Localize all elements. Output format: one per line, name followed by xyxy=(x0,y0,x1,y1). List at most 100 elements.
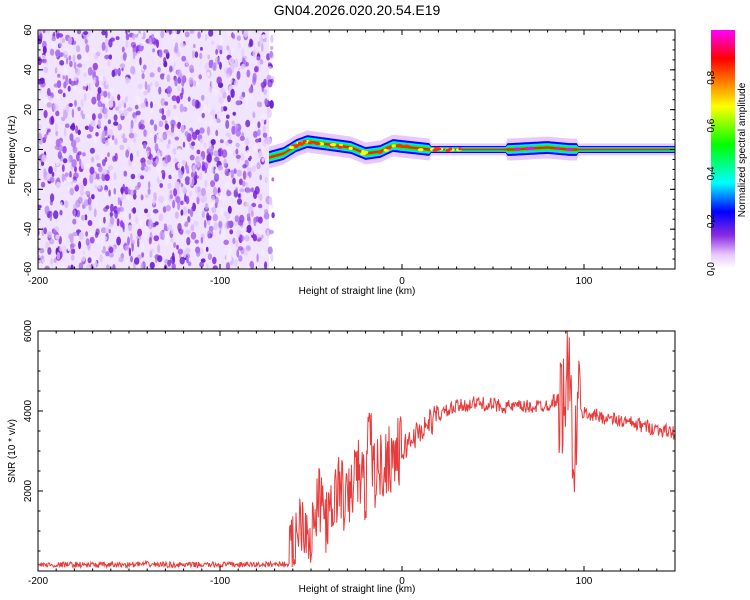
noise-speckle xyxy=(170,237,174,243)
noise-speckle xyxy=(137,181,142,188)
noise-speckle xyxy=(67,85,71,92)
noise-speckle xyxy=(164,155,170,164)
noise-speckle xyxy=(206,215,212,221)
noise-speckle xyxy=(245,265,251,269)
noise-speckle xyxy=(156,39,159,48)
noise-speckle xyxy=(92,113,96,121)
noise-speckle xyxy=(82,85,87,90)
noise-speckle xyxy=(147,188,151,195)
noise-speckle xyxy=(43,110,48,119)
noise-speckle xyxy=(109,87,115,94)
noise-speckle xyxy=(248,216,252,226)
noise-speckle xyxy=(84,38,88,45)
noise-speckle xyxy=(74,99,77,107)
noise-speckle xyxy=(232,111,236,116)
noise-speckle xyxy=(171,59,175,67)
noise-speckle xyxy=(251,202,257,208)
noise-speckle xyxy=(63,109,68,119)
noise-speckle xyxy=(140,194,144,201)
noise-speckle xyxy=(179,42,186,48)
noise-speckle xyxy=(160,98,166,106)
noise-speckle xyxy=(219,115,223,121)
noise-speckle xyxy=(55,160,60,167)
noise-speckle xyxy=(95,132,99,137)
noise-speckle xyxy=(258,150,263,159)
noise-speckle xyxy=(171,95,177,102)
noise-speckle xyxy=(44,265,50,269)
noise-speckle xyxy=(237,198,242,205)
noise-speckle xyxy=(233,258,238,267)
noise-speckle xyxy=(82,204,85,209)
snr-ylabel: SNR (10 * v/v) xyxy=(7,419,18,483)
y-tick-label: -60 xyxy=(23,261,34,276)
noise-speckle xyxy=(172,30,178,36)
noise-speckle xyxy=(173,157,178,164)
noise-speckle xyxy=(243,248,248,256)
noise-speckle xyxy=(180,209,184,216)
noise-speckle xyxy=(114,210,118,219)
noise-speckle xyxy=(215,118,221,124)
noise-speckle xyxy=(130,136,134,145)
noise-speckle xyxy=(179,236,185,242)
noise-speckle xyxy=(51,115,54,125)
noise-speckle xyxy=(124,245,130,251)
noise-speckle xyxy=(264,176,268,184)
noise-speckle xyxy=(261,157,265,162)
noise-speckle xyxy=(69,125,75,130)
noise-speckle xyxy=(157,255,163,263)
noise-speckle xyxy=(101,249,106,254)
noise-speckle xyxy=(64,172,69,177)
noise-speckle xyxy=(226,73,231,78)
noise-speckle xyxy=(114,138,118,146)
noise-speckle xyxy=(219,174,222,179)
noise-speckle xyxy=(206,153,212,163)
noise-speckle xyxy=(135,215,139,225)
noise-speckle xyxy=(180,200,184,206)
noise-speckle xyxy=(168,174,172,180)
noise-speckle xyxy=(230,47,235,57)
noise-speckle xyxy=(204,62,210,72)
noise-speckle xyxy=(95,228,100,236)
noise-speckle xyxy=(125,76,129,84)
noise-speckle xyxy=(199,52,203,60)
noise-speckle xyxy=(126,107,133,112)
noise-speckle xyxy=(184,193,187,203)
noise-speckle xyxy=(104,54,110,60)
noise-speckle xyxy=(51,40,56,50)
noise-speckle xyxy=(132,32,136,41)
noise-speckle xyxy=(82,177,88,187)
noise-speckle xyxy=(114,231,120,237)
noise-speckle xyxy=(110,203,114,212)
noise-speckle xyxy=(257,60,261,66)
noise-speckle xyxy=(104,174,110,181)
noise-speckle xyxy=(245,119,251,128)
noise-speckle xyxy=(176,244,179,250)
noise-speckle xyxy=(78,262,84,269)
noise-speckle xyxy=(251,165,257,173)
noise-speckle xyxy=(185,253,191,259)
trace-core xyxy=(269,140,675,159)
noise-speckle xyxy=(68,103,73,107)
noise-speckle xyxy=(236,35,241,41)
trace-peak xyxy=(417,148,424,152)
noise-speckle xyxy=(59,209,63,216)
noise-speckle xyxy=(246,69,251,78)
trace-peak xyxy=(555,146,560,150)
noise-speckle xyxy=(104,96,109,104)
noise-speckle xyxy=(268,66,272,71)
noise-speckle xyxy=(206,126,211,136)
noise-speckle xyxy=(46,231,52,238)
noise-speckle xyxy=(236,249,240,258)
noise-speckle xyxy=(256,162,261,170)
noise-speckle xyxy=(227,205,232,214)
noise-speckle xyxy=(235,240,239,248)
noise-speckle xyxy=(269,78,274,84)
noise-speckle xyxy=(252,72,257,82)
noise-speckle xyxy=(61,245,67,254)
noise-speckle xyxy=(83,93,87,102)
noise-speckle xyxy=(247,171,251,176)
trace-peak xyxy=(314,142,321,146)
noise-speckle xyxy=(105,226,110,234)
noise-speckle xyxy=(187,96,191,102)
noise-speckle xyxy=(123,52,127,61)
